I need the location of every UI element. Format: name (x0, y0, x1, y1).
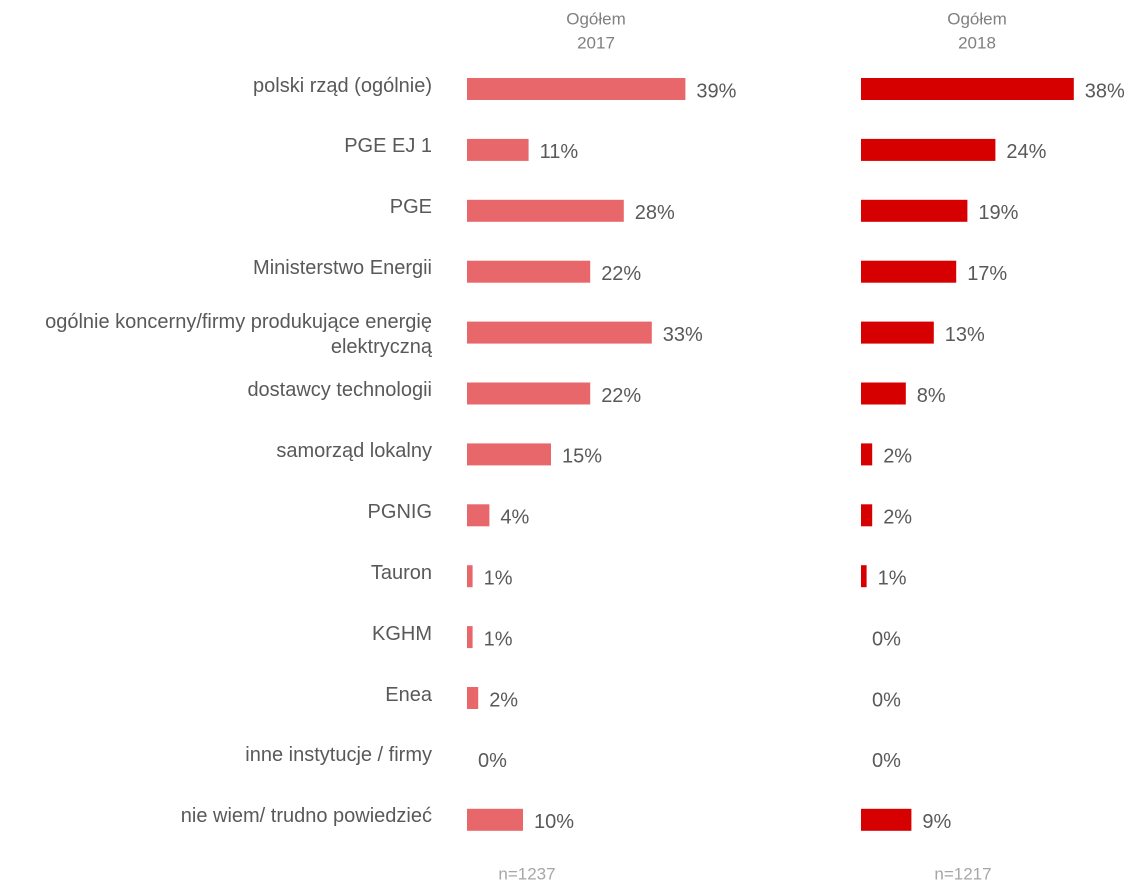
bar (467, 138, 529, 161)
category-label: PGE (389, 196, 432, 219)
bar (861, 321, 934, 344)
value-label: 22% (601, 385, 641, 407)
category-label: nie wiem/ trudno powiedzieć (180, 805, 432, 828)
value-label: 10% (534, 811, 574, 833)
value-label: 8% (917, 385, 946, 407)
category-label: Tauron (370, 561, 432, 584)
bar (467, 199, 624, 222)
value-label: 9% (922, 811, 951, 833)
panel-title: Ogółem (566, 9, 626, 28)
sample-note: n=1217 (934, 864, 991, 883)
bar (861, 808, 912, 831)
value-label: 0% (872, 628, 901, 650)
value-label: 1% (484, 628, 513, 650)
bar (861, 78, 1074, 100)
value-label: 38% (1085, 80, 1125, 102)
bar (467, 260, 591, 283)
value-label: 33% (663, 324, 703, 346)
bar (861, 199, 968, 222)
value-label: 0% (872, 689, 901, 711)
value-label: 19% (978, 202, 1018, 224)
category-label: PGE EJ 1 (344, 135, 432, 158)
value-label: 0% (478, 750, 507, 772)
bar (467, 687, 479, 709)
bar (861, 260, 957, 283)
value-label: 2% (883, 507, 912, 529)
category-label: KGHM (372, 622, 432, 645)
value-label: 39% (696, 80, 736, 102)
bar (861, 382, 906, 405)
value-label: 0% (872, 750, 901, 772)
panel-title: Ogółem (947, 9, 1007, 28)
bar (861, 504, 873, 527)
category-label: inne instytucje / firmy (245, 744, 432, 767)
category-label: Enea (385, 683, 432, 706)
bar (467, 78, 686, 100)
value-label: 17% (967, 263, 1007, 285)
category-label: PGNIG (367, 500, 432, 523)
category-label: Ministerstwo Energii (253, 257, 432, 280)
value-label: 22% (601, 263, 641, 285)
panel-year: 2017 (577, 33, 615, 52)
value-label: 11% (540, 141, 579, 163)
value-label: 13% (945, 324, 985, 346)
category-label: samorząd lokalny (276, 439, 432, 462)
category-label: polski rząd (ogólnie) (253, 74, 432, 97)
bar (861, 565, 867, 588)
value-label: 15% (562, 446, 602, 468)
category-label: dostawcy technologii (247, 379, 432, 401)
bar (467, 808, 523, 831)
bar (467, 321, 652, 344)
value-label: 28% (635, 202, 675, 224)
value-label: 2% (883, 446, 912, 468)
value-label: 2% (489, 689, 518, 711)
bar (467, 626, 473, 649)
panel-year: 2018 (958, 33, 996, 52)
bar (467, 565, 473, 588)
bar (467, 504, 490, 527)
bar (861, 443, 873, 466)
value-label: 1% (484, 567, 513, 589)
value-label: 4% (500, 507, 529, 529)
value-label: 1% (878, 567, 907, 589)
sample-note: n=1237 (498, 864, 555, 883)
bar (861, 138, 996, 161)
value-label: 24% (1006, 141, 1046, 163)
bar (467, 382, 591, 405)
bar (467, 443, 551, 466)
category-label: ogólnie koncerny/firmy produkujące energ… (45, 310, 432, 358)
